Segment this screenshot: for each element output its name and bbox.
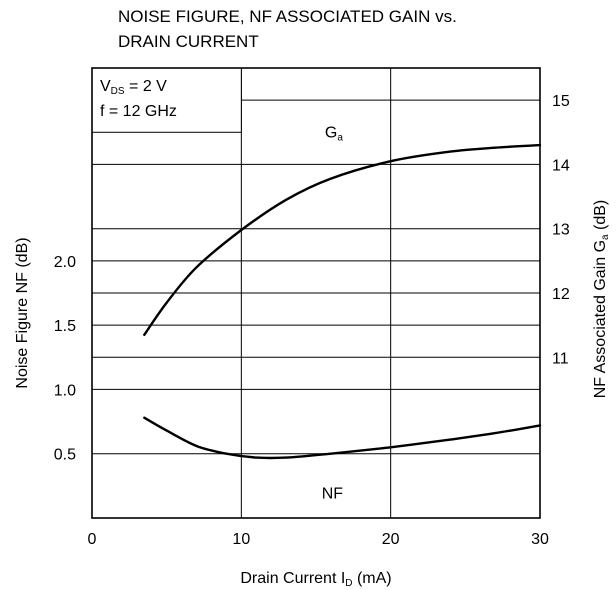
y-right-tick-14: 14 <box>552 157 570 174</box>
x-tick-10: 10 <box>232 531 250 548</box>
y-left-tick-2.0: 2.0 <box>54 254 76 271</box>
y-right-tick-11: 11 <box>552 350 569 367</box>
series-line-nf <box>143 416 542 460</box>
chart-title-line2: DRAIN CURRENT <box>118 32 259 51</box>
y-right-tick-13: 13 <box>552 222 570 239</box>
y-axis-label-left: Noise Figure NF (dB) <box>14 237 31 388</box>
chart-title-line1: NOISE FIGURE, NF ASSOCIATED GAIN vs. <box>118 7 457 26</box>
x-axis-label: Drain Current ID (mA) <box>240 570 391 589</box>
series-label-nf: NF <box>322 486 344 503</box>
y-left-tick-0.5: 0.5 <box>54 447 76 464</box>
y-left-tick-1.5: 1.5 <box>54 318 76 335</box>
plot-frame <box>91 67 541 519</box>
y-right-tick-15: 15 <box>552 93 570 110</box>
y-right-tick-12: 12 <box>552 286 570 303</box>
x-tick-0: 0 <box>88 531 97 548</box>
condition-frequency: f = 12 GHz <box>100 103 177 120</box>
y-left-tick-1.0: 1.0 <box>54 382 76 399</box>
x-tick-20: 20 <box>382 531 400 548</box>
condition-vds: VDS = 2 V <box>100 78 167 97</box>
y-axis-label-right: NF Associated Gain Ga (dB) <box>592 200 611 399</box>
x-tick-30: 30 <box>531 531 549 548</box>
series-line-ga <box>143 143 542 336</box>
series-label-ga: Ga <box>325 124 343 143</box>
conditions-box <box>91 67 242 133</box>
